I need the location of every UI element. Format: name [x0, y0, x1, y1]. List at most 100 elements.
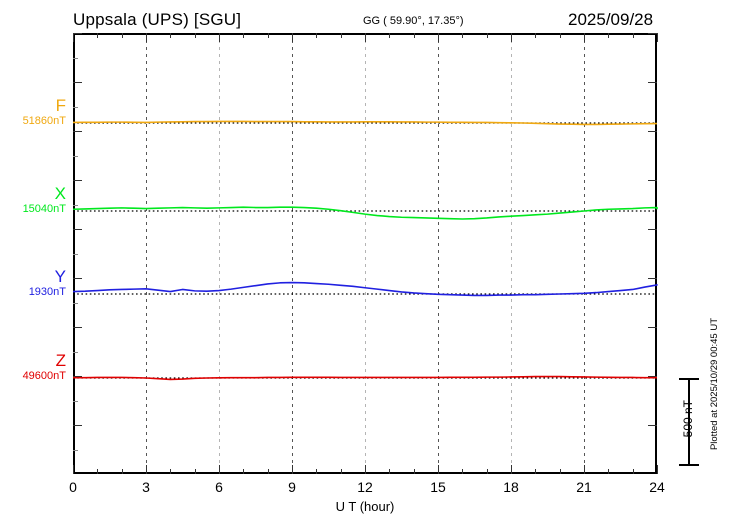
- y-tick-right-6: [648, 180, 657, 181]
- x-tick-6: [219, 465, 220, 474]
- gridline-hour-12: [365, 33, 366, 474]
- scale-bar-cap-top: [679, 378, 699, 380]
- trace-X: [72, 206, 658, 220]
- y-tick-16: [73, 425, 82, 426]
- component-label-F: F 51860nT: [8, 97, 66, 128]
- x-tick-4: [170, 33, 172, 38]
- x-tick-7: [243, 33, 245, 38]
- y-tick-3: [73, 106, 78, 108]
- x-tick-17: [486, 469, 488, 474]
- x-tick-18: [511, 33, 512, 42]
- component-label-Z: Z 49600nT: [8, 352, 66, 383]
- x-tick-16: [462, 33, 464, 38]
- x-tick-3: [146, 33, 147, 42]
- y-tick-2: [73, 82, 82, 83]
- y-tick-14: [73, 376, 82, 377]
- x-tick-15: [438, 33, 439, 42]
- x-tick-label-15: 15: [430, 479, 446, 495]
- x-tick-22: [608, 469, 610, 474]
- component-value-Y: 1930nT: [28, 286, 66, 298]
- plot-area: [72, 33, 658, 474]
- x-tick-label-0: 0: [69, 479, 77, 495]
- y-tick-right-10: [648, 278, 657, 279]
- y-tick-right-14: [648, 376, 657, 377]
- gridline-hour-15: [438, 33, 439, 474]
- trace-Y: [72, 281, 658, 297]
- y-tick-11: [73, 302, 78, 304]
- x-tick-15: [438, 465, 439, 474]
- y-tick-right-16: [648, 425, 657, 426]
- station-title: Uppsala (UPS) [SGU]: [73, 10, 242, 29]
- scale-bar-label: 500 nT: [681, 400, 695, 438]
- x-axis-title: U T (hour): [335, 499, 395, 514]
- y-tick-15: [73, 400, 78, 402]
- component-letter-F: F: [55, 96, 66, 115]
- geographic-coordinates: GG ( 59.90°, 17.35°): [363, 15, 464, 27]
- x-tick-18: [511, 465, 512, 474]
- x-tick-16: [462, 469, 464, 474]
- x-tick-4: [170, 469, 172, 474]
- x-tick-21: [584, 33, 585, 42]
- x-tick-17: [486, 33, 488, 38]
- component-letter-Y: Y: [54, 267, 66, 286]
- x-tick-21: [584, 465, 585, 474]
- y-tick-5: [73, 155, 78, 157]
- x-tick-20: [559, 469, 561, 474]
- x-tick-19: [535, 33, 537, 38]
- x-tick-7: [243, 469, 245, 474]
- component-letter-Z: Z: [55, 351, 66, 370]
- x-tick-9: [292, 33, 293, 42]
- x-tick-6: [219, 33, 220, 42]
- y-tick-9: [73, 253, 78, 255]
- component-value-X: 15040nT: [22, 203, 66, 215]
- component-letter-X: X: [54, 184, 66, 203]
- x-tick-label-18: 18: [503, 479, 519, 495]
- y-tick-7: [73, 204, 78, 206]
- component-label-X: X 15040nT: [8, 185, 66, 216]
- x-tick-label-3: 3: [142, 479, 150, 495]
- x-tick-24: [657, 465, 658, 474]
- x-tick-23: [632, 33, 634, 38]
- y-tick-4: [73, 131, 82, 132]
- y-tick-right-2: [648, 82, 657, 83]
- x-tick-1: [97, 469, 99, 474]
- y-tick-10: [73, 278, 82, 279]
- x-tick-2: [121, 469, 123, 474]
- y-tick-17: [73, 449, 78, 451]
- scale-bar-line: [688, 378, 690, 466]
- x-tick-10: [316, 469, 318, 474]
- y-tick-right-8: [648, 229, 657, 230]
- x-tick-12: [365, 465, 366, 474]
- x-tick-11: [340, 469, 342, 474]
- x-tick-10: [316, 33, 318, 38]
- gridline-hour-3: [146, 33, 147, 474]
- x-tick-13: [389, 469, 391, 474]
- y-tick-right-12: [648, 327, 657, 328]
- x-tick-0: [73, 33, 74, 42]
- x-tick-9: [292, 465, 293, 474]
- x-tick-24: [657, 33, 658, 42]
- x-tick-11: [340, 33, 342, 38]
- scale-bar-cap-bottom: [679, 464, 699, 466]
- component-value-F: 51860nT: [22, 115, 66, 127]
- x-tick-5: [194, 469, 196, 474]
- gridline-hour-9: [292, 33, 293, 474]
- gridline-hour-6: [219, 33, 220, 474]
- y-tick-6: [73, 180, 82, 181]
- x-tick-8: [267, 33, 269, 38]
- x-tick-13: [389, 33, 391, 38]
- x-tick-label-24: 24: [649, 479, 665, 495]
- x-tick-19: [535, 469, 537, 474]
- x-tick-12: [365, 33, 366, 42]
- x-tick-5: [194, 33, 196, 38]
- y-tick-0: [73, 33, 82, 34]
- x-tick-22: [608, 33, 610, 38]
- x-tick-3: [146, 465, 147, 474]
- y-tick-8: [73, 229, 82, 230]
- component-value-Z: 49600nT: [22, 370, 66, 382]
- plotted-at-label: Plotted at 2025/10/29 00:45 UT: [709, 318, 720, 451]
- x-tick-0: [73, 465, 74, 474]
- y-tick-right-0: [648, 33, 657, 34]
- plot-date: 2025/09/28: [568, 10, 654, 29]
